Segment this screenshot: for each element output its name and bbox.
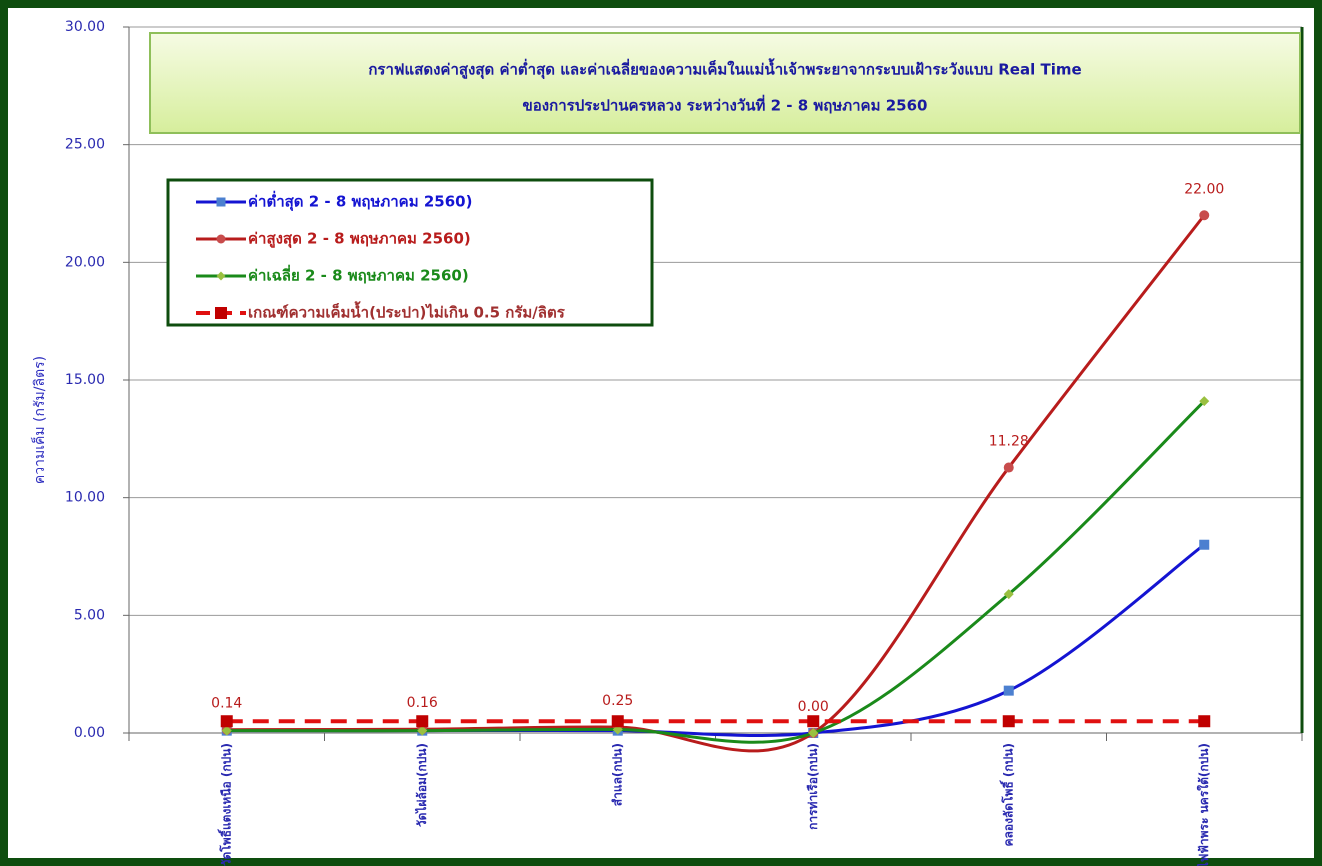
marker: [220, 715, 233, 728]
marker: [1003, 589, 1014, 600]
legend-label: เกณฑ์ความเค็มน้ำ(ประปา)ไม่เกิน 0.5 กรัม/…: [248, 301, 566, 322]
data-label: 0.16: [407, 695, 438, 711]
x-tick-label: วัดโพธิ์แตงเหนือ (กปน): [217, 743, 233, 866]
marker: [611, 715, 624, 728]
legend-box: [166, 178, 654, 327]
marker: [416, 715, 429, 728]
data-label: 11.28: [989, 434, 1029, 450]
x-tick-label: สำแล(กปน): [610, 743, 624, 806]
marker: [215, 307, 227, 319]
y-tick-label: 0.00: [74, 725, 105, 741]
y-tick-label: 5.00: [74, 607, 105, 623]
marker: [1199, 539, 1210, 550]
legend-label: ค่าต่ำสุด 2 - 8 พฤษภาคม 2560): [248, 191, 472, 212]
title-box: [149, 32, 1301, 134]
chart-title: กราฟแสดงค่าสูงสุด ค่าต่ำสุด และค่าเฉลี่ย…: [368, 58, 1081, 80]
data-label: 0.14: [211, 696, 242, 712]
marker: [216, 271, 226, 281]
marker: [1199, 210, 1210, 221]
chart-subtitle: ของการประปานครหลวง ระหว่างวันที่ 2 - 8 พ…: [523, 95, 928, 115]
marker: [1003, 462, 1014, 473]
marker: [1199, 396, 1210, 407]
data-label: 22.00: [1184, 181, 1224, 197]
marker: [1003, 685, 1014, 696]
data-label: 0.25: [602, 693, 633, 709]
marker: [417, 725, 428, 736]
y-axis-label: ความเค็ม (กรัม/ลิตร): [30, 356, 48, 484]
marker: [808, 728, 819, 738]
y-tick-label: 15.00: [65, 372, 105, 388]
y-tick-label: 20.00: [65, 254, 105, 270]
y-tick-label: 25.00: [65, 137, 105, 153]
y-tick-label: 10.00: [65, 490, 105, 506]
x-tick-label: คลองลัดโพธิ์ (กปน): [999, 743, 1015, 847]
marker: [221, 725, 232, 736]
marker: [1198, 715, 1211, 728]
legend: ค่าต่ำสุด 2 - 8 พฤษภาคม 2560) ค่าสูงสุด 2…: [166, 178, 654, 327]
marker: [216, 197, 226, 207]
legend-label: ค่าสูงสุด 2 - 8 พฤษภาคม 2560): [248, 230, 471, 249]
y-tick-label: 30.00: [65, 19, 105, 35]
x-tick-label: การท่าเรือ(กปน): [806, 743, 820, 830]
series-line: [226, 400, 1206, 744]
marker: [807, 715, 820, 728]
x-tick-label: โรงไฟฟ้าพระ นครใต้(กปน): [1196, 743, 1211, 866]
plot: 0.14 0.16 0.25 0.00 11.28 22.00: [211, 181, 1224, 753]
x-tick-label: วัดไผ่ล้อม(กปน): [414, 743, 429, 827]
marker: [216, 234, 226, 244]
data-label: 0.00: [798, 699, 829, 715]
marker: [1002, 715, 1015, 728]
legend-label: ค่าเฉลี่ย 2 - 8 พฤษภาคม 2560): [248, 265, 469, 285]
